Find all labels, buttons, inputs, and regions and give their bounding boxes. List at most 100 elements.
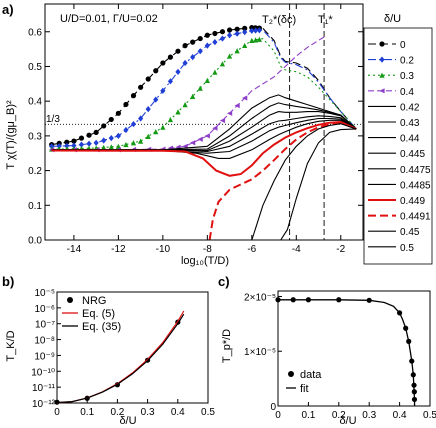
chart-a-point-0	[115, 110, 121, 116]
chart-a-ytick-label: 0.3	[28, 131, 42, 142]
chart-a-legend-marker-0.4	[379, 88, 385, 94]
chart-a-series-0.3	[51, 38, 357, 150]
chart-a-point-0.3	[249, 37, 255, 44]
chart-a-point-0	[197, 35, 203, 42]
chart-a-point-0.2	[204, 42, 210, 49]
chart-b-ytick-label: 10⁻⁵	[34, 288, 55, 299]
chart-a-series-0.4491	[208, 121, 357, 240]
chart-b-legend-label: Eq. (35)	[82, 321, 121, 333]
chart-a-point-0.4	[212, 125, 218, 131]
chart-a-point-0.3	[175, 109, 181, 115]
chart-a-point-0.2	[212, 39, 218, 46]
panel-c-label: c)	[218, 274, 230, 289]
chart-a-point-0.2	[108, 135, 114, 142]
chart-a-point-0.3	[242, 42, 248, 49]
chart-a-legend-marker-0.3	[379, 72, 385, 78]
chart-c-ytick-label: 2×10⁻⁵	[244, 292, 276, 303]
chart-a-point-0.3	[138, 138, 144, 144]
chart-a-point-0	[101, 123, 107, 129]
chart-a-series-0.2	[51, 29, 357, 147]
chart-a-point-0	[212, 30, 218, 37]
chart-a-point-0.2	[78, 141, 85, 148]
chart-a-series-0.5	[280, 128, 357, 240]
chart-c-legend-marker	[288, 371, 294, 377]
chart-c-legend-label: fit	[300, 383, 309, 395]
chart-a-legend-label: 0.42	[400, 102, 420, 113]
chart-a-point-0	[160, 60, 166, 66]
chart-a-point-0.3	[123, 141, 129, 148]
chart-c-legend-box	[282, 366, 328, 396]
chart-a-point-0.3	[108, 144, 114, 150]
chart-a-point-0.4	[242, 95, 248, 101]
chart-a-ytick-label: 0.4	[28, 97, 42, 108]
chart-a-legend-box	[363, 27, 433, 265]
chart-a-point-0.2	[182, 59, 188, 67]
chart-a-xtick-label: -4	[292, 244, 301, 255]
chart-a-point-0	[86, 132, 92, 138]
chart-b-legend-label: NRG	[82, 295, 106, 307]
chart-a-point-0	[153, 68, 159, 74]
chart-b-xtick-label: 0.3	[141, 407, 155, 418]
chart-a-point-0.2	[101, 137, 107, 144]
chart-a-xtick-label: -14	[67, 244, 82, 255]
chart-a-legend-label: 0.4475	[400, 165, 431, 176]
chart-a-legend-label: 0.4485	[400, 180, 431, 191]
chart-a-series-0.4485	[51, 119, 357, 159]
chart-c-ytick-label: 1×10⁻⁵	[244, 347, 276, 358]
chart-a-series-0.42	[51, 94, 357, 151]
chart-a-point-0	[78, 135, 85, 141]
chart-a-point-0.4	[226, 110, 233, 116]
chart-a-point-0	[108, 116, 114, 123]
chart-a-point-0	[226, 27, 233, 33]
chart-b-ytick-label: 10⁻⁷	[35, 320, 55, 331]
chart-a-legend-label: 0.4	[400, 87, 414, 98]
chart-a-vline-label-2: T₁*	[318, 14, 333, 26]
chart-a-point-0.3	[234, 48, 240, 54]
chart-b-xlabel: δ/U	[119, 415, 136, 427]
chart-c-legend-label: data	[300, 369, 322, 381]
chart-b-xtick-label: 0.4	[171, 407, 185, 418]
chart-c-xlabel: δ/U	[339, 415, 356, 427]
chart-a-legend: 0 0.2 0.3 0.4 0.42 0.43 0.44 0.445 0.4475 0.4485 0…	[363, 27, 433, 265]
chart-a-point-0.2	[145, 105, 151, 113]
chart-c-frame	[277, 290, 431, 407]
chart-b-xtick-label: 0.5	[201, 407, 215, 418]
chart-a-point-0.3	[153, 129, 159, 135]
chart-a-point-0.4	[219, 117, 226, 124]
chart-a-xlabel: log₁₀(T/D)	[181, 255, 229, 267]
chart-a-point-0	[167, 54, 174, 60]
chart-a-point-0	[182, 43, 188, 49]
chart-c-xtick-label: 0.4	[393, 410, 407, 421]
chart-a-point-0.4	[204, 133, 210, 139]
chart-a-ytick-label: 0.6	[28, 27, 42, 38]
chart-a-point-0.2	[249, 27, 255, 34]
chart-a-point-0	[190, 39, 196, 45]
chart-c-xtick-label: 0.2	[332, 410, 346, 421]
chart-b: 0 0.1 0.2 0.3 0.4 0.5 10⁻¹² 10⁻¹¹ 10⁻¹⁰ 10⁻⁹ 10⁻⁸ 1…	[31, 288, 215, 418]
chart-b-ytick-label: 10⁻⁸	[34, 336, 55, 347]
chart-a-point-0.2	[123, 126, 129, 134]
chart-a-point-0.2	[219, 35, 226, 42]
chart-a-xtick-label: -10	[156, 244, 171, 255]
chart-a-point-0.2	[226, 32, 233, 39]
chart-a-xtick-label: -12	[111, 244, 126, 255]
chart-a-point-0.3	[115, 143, 121, 149]
chart-a-point-0.2	[190, 54, 196, 61]
chart-a-point-0	[93, 129, 99, 136]
chart-a-series-0.45	[251, 123, 357, 240]
chart-a-point-0.3	[167, 116, 174, 123]
chart-c: 0 0.1 0.2 0.3 0.4 0.5 0 1×10⁻⁵ 2×10⁻⁵ data fit	[244, 290, 436, 421]
chart-a-point-0.4	[190, 140, 196, 146]
chart-a-ytick-label: 0.2	[28, 166, 42, 177]
chart-a-point-0.2	[234, 30, 240, 37]
chart-a-point-0	[234, 26, 240, 32]
chart-b-xtick-label: 0.2	[110, 407, 124, 418]
chart-a-series-group	[49, 25, 357, 240]
chart-a-guide-label: 1/3	[46, 114, 60, 125]
panel-a-label: a)	[2, 2, 14, 17]
chart-a-legend-label: 0.2	[400, 56, 414, 67]
chart-a-xtick-label: -6	[247, 244, 256, 255]
chart-a-legend-marker-0.2	[379, 56, 385, 63]
chart-a-legend-label: 0.445	[400, 149, 425, 160]
